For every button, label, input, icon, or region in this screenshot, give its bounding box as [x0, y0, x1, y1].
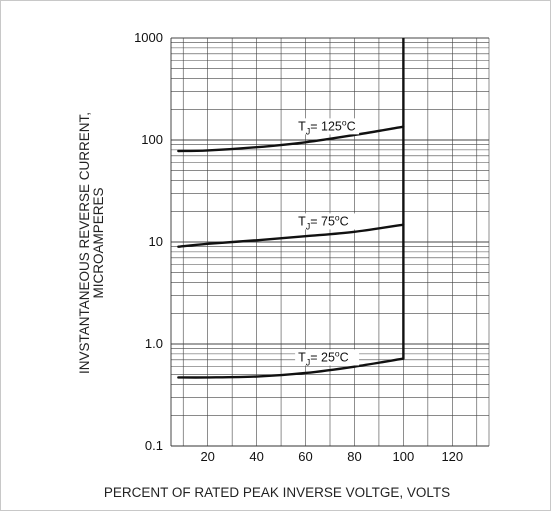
y-tick-label: 100: [141, 132, 163, 147]
curve-labels: TJ= 125oC TJ= 75oC TJ= 25oC: [295, 117, 360, 367]
y-axis-title-line-1: INVSTANTANEOUS REVERSE CURRENT,: [77, 112, 92, 374]
y-tick-label: 1.0: [145, 336, 163, 351]
y-tick-label: 0.1: [145, 438, 163, 453]
x-tick-label: 100: [393, 449, 415, 464]
x-tick-label: 80: [347, 449, 361, 464]
grid: [170, 37, 490, 447]
curves: [177, 38, 405, 379]
series-line: [177, 357, 405, 379]
y-tick-label: 10: [149, 234, 163, 249]
x-tick-labels: 20 40 60 80 100 120: [200, 449, 463, 464]
y-axis-title-line-2: MICROAMPERES: [91, 187, 106, 298]
curve-label: TJ= 75oC: [298, 212, 349, 231]
curve-label-background: [295, 118, 360, 135]
y-tick-label: 1000: [134, 30, 163, 45]
series-line: [177, 223, 405, 248]
x-tick-label: 120: [441, 449, 463, 464]
series-line: [177, 125, 405, 153]
x-axis-title: PERCENT OF RATED PEAK INVERSE VOLTGE, VO…: [104, 485, 450, 500]
curve-label: TJ= 25oC: [298, 348, 349, 367]
curve-label-background: [295, 213, 360, 230]
x-tick-label: 20: [200, 449, 214, 464]
x-tick-label: 40: [249, 449, 263, 464]
x-tick-label: 60: [298, 449, 312, 464]
curve-label: TJ= 125oC: [298, 117, 356, 136]
curve-label-background: [295, 349, 360, 366]
y-tick-labels: 1000 100 10 1.0 0.1: [134, 30, 163, 453]
